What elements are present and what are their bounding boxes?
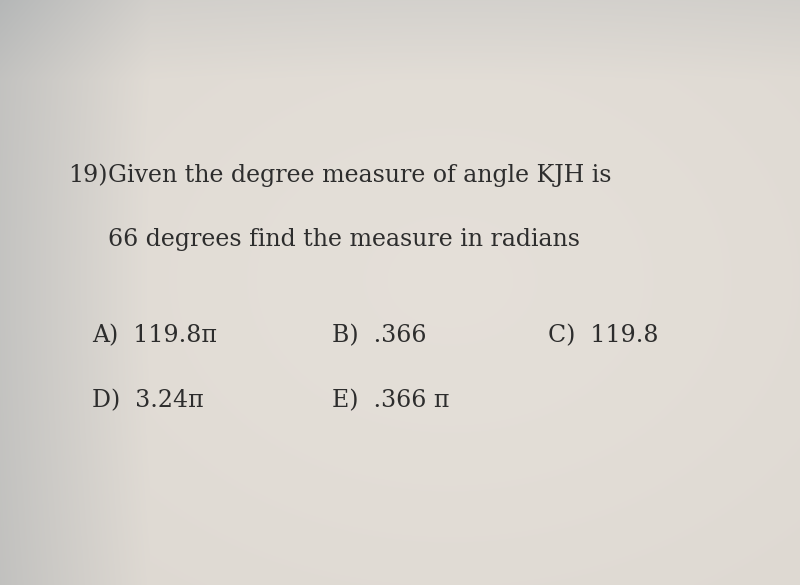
Text: A)  119.8π: A) 119.8π [92, 325, 217, 347]
Text: 66 degrees find the measure in radians: 66 degrees find the measure in radians [108, 228, 580, 251]
Text: D)  3.24π: D) 3.24π [92, 389, 204, 412]
Text: 19): 19) [68, 164, 107, 187]
Text: C)  119.8: C) 119.8 [548, 325, 658, 347]
Text: B)  .366: B) .366 [332, 325, 426, 347]
Text: Given the degree measure of angle KJH is: Given the degree measure of angle KJH is [108, 164, 611, 187]
Text: E)  .366 π: E) .366 π [332, 389, 450, 412]
